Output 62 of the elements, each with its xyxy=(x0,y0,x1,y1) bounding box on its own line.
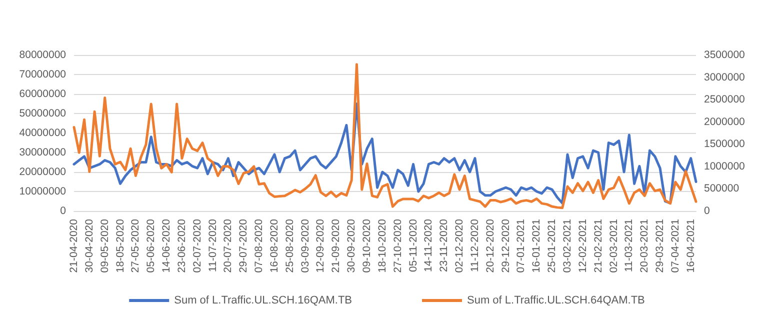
x-tick-label: 29-12-2020 xyxy=(500,218,512,273)
y2-tick-label: 2500000 xyxy=(704,94,746,106)
x-tick-label: 09-10-2020 xyxy=(361,218,374,273)
x-tick-label: 29-03-2021 xyxy=(654,218,666,273)
x-tick-label: 27-05-2020 xyxy=(130,218,142,273)
y2-tick-label: 3500000 xyxy=(704,49,746,61)
x-tick-label: 09-05-2020 xyxy=(98,218,111,273)
x-tick-label: 30-09-2020 xyxy=(346,218,358,273)
x-tick-label: 20-03-2021 xyxy=(638,218,651,273)
x-tick-label: 16-08-2020 xyxy=(268,218,280,273)
x-tick-label: 21-02-2021 xyxy=(592,218,604,273)
y2-tick-label: 500000 xyxy=(704,182,740,195)
x-tick-label: 18-10-2020 xyxy=(376,218,388,273)
y-tick-label: 10000000 xyxy=(19,186,66,198)
y-tick-label: 40000000 xyxy=(19,127,66,139)
x-tick-label: 20-12-2020 xyxy=(484,218,496,273)
y-tick-label: 80000000 xyxy=(19,49,66,61)
x-tick-label: 20-07-2020 xyxy=(222,218,234,273)
x-tick-label: 14-06-2020 xyxy=(160,218,173,273)
y-tick-label: 20000000 xyxy=(19,166,66,178)
x-tick-label: 21-09-2020 xyxy=(330,218,342,273)
y2-tick-label: 0 xyxy=(704,205,710,217)
x-tick-label: 11-03-2021 xyxy=(623,218,636,272)
x-tick-label: 14-11-2020 xyxy=(422,218,435,272)
x-tick-label: 03-09-2020 xyxy=(299,218,312,273)
y-tick-label: 30000000 xyxy=(19,146,66,158)
x-tick-label: 29-07-2020 xyxy=(238,218,250,273)
x-tick-label: 07-01-2021 xyxy=(515,218,528,273)
x-tick-label: 07-08-2020 xyxy=(253,218,266,273)
legend-label: Sum of L.Traffic.UL.SCH.16QAM.TB xyxy=(174,294,352,306)
x-tick-label: 18-05-2020 xyxy=(114,218,126,273)
x-tick-label: 03-02-2021 xyxy=(561,218,574,273)
x-tick-label: 27-10-2020 xyxy=(392,218,404,273)
x-tick-label: 07-04-2021 xyxy=(669,218,682,273)
y2-tick-label: 2000000 xyxy=(704,116,746,128)
x-tick-label: 25-08-2020 xyxy=(284,218,296,273)
x-tick-label: 11-12-2020 xyxy=(468,218,481,272)
x-tick-label: 30-04-2020 xyxy=(83,218,96,273)
x-tick-label: 02-07-2020 xyxy=(191,218,204,273)
legend-label: Sum of L.Traffic.UL.SCH.64QAM.TB xyxy=(467,294,645,306)
x-tick-label: 25-01-2021 xyxy=(546,218,558,273)
y2-tick-label: 1500000 xyxy=(704,138,746,150)
y-tick-label: 70000000 xyxy=(19,68,66,80)
y-tick-label: 0 xyxy=(60,205,66,217)
x-tick-label: 16-04-2021 xyxy=(684,218,697,273)
x-tick-label: 23-11-2020 xyxy=(438,218,450,272)
x-tick-label: 23-06-2020 xyxy=(176,218,188,273)
x-tick-label: 16-01-2021 xyxy=(530,218,543,273)
x-tick-label: 12-02-2021 xyxy=(576,218,589,273)
x-tick-label: 05-11-2020 xyxy=(407,218,420,272)
x-tick-label: 02-03-2021 xyxy=(608,218,620,273)
y-tick-label: 60000000 xyxy=(19,88,66,100)
x-tick-label: 02-12-2020 xyxy=(454,218,466,273)
y2-tick-label: 1000000 xyxy=(704,160,746,172)
line-series xyxy=(72,63,698,210)
line-series xyxy=(72,102,698,204)
x-tick-label: 12-09-2020 xyxy=(314,218,327,273)
x-tick-label: 11-07-2020 xyxy=(206,218,219,272)
y2-tick-label: 3000000 xyxy=(704,71,746,84)
x-tick-label: 05-06-2020 xyxy=(145,218,158,273)
y-tick-label: 50000000 xyxy=(19,108,66,120)
x-tick-label: 21-04-2020 xyxy=(68,218,80,273)
